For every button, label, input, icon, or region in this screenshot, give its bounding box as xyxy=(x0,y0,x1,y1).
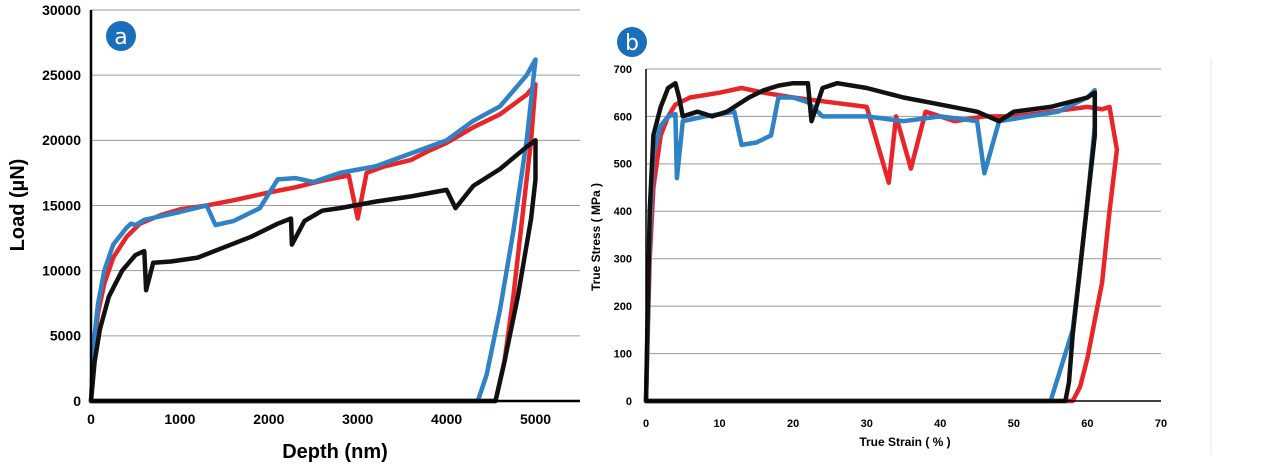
y-tick-label-b-1: 100 xyxy=(614,348,632,360)
y-tick-label-a-3: 15000 xyxy=(42,197,81,213)
x-tick-label-b-4: 40 xyxy=(934,418,946,430)
x-tick-label-a-0: 0 xyxy=(87,411,95,427)
x-tick-label-a-3: 3000 xyxy=(342,411,373,427)
x-tick-label-b-1: 10 xyxy=(713,418,725,430)
chart-panel-b: 0 100 200 300 400 500 600 700 0 10 20 30 40 50 60 70 Tr… xyxy=(589,27,1167,449)
series-group-a xyxy=(88,57,538,404)
y-axis-title-a: Load (µN) xyxy=(7,159,29,252)
y-tick-label-b-2: 200 xyxy=(614,301,632,313)
tick-labels-b: 0 100 200 300 400 500 600 700 0 10 20 30 40 50 60 70 xyxy=(614,64,1167,430)
series-group-b xyxy=(643,80,1120,404)
axes-b xyxy=(645,69,1161,402)
series-line-a-blue xyxy=(88,57,538,404)
chart-panel-a: 0 5000 10000 15000 20000 25000 30000 0 1000 2000 3… xyxy=(7,2,580,463)
grid-lines-a xyxy=(91,9,580,337)
x-tick-label-b-6: 60 xyxy=(1081,418,1093,430)
panel-badge-a-circle xyxy=(106,21,136,51)
series-line-a-black xyxy=(88,138,538,404)
panel-badge-b-circle xyxy=(617,27,647,57)
tick-labels-a: 0 5000 10000 15000 20000 25000 30000 0 1000 2000 3… xyxy=(42,2,551,427)
x-tick-label-a-4: 4000 xyxy=(431,411,462,427)
panel-badge-b-label: b xyxy=(625,31,639,56)
axes-a xyxy=(89,10,580,403)
x-tick-label-a-1: 1000 xyxy=(164,411,195,427)
x-tick-label-b-2: 20 xyxy=(787,418,799,430)
panel-badge-a-label: a xyxy=(114,25,127,50)
y-tick-label-a-4: 20000 xyxy=(42,132,81,148)
series-line-b-black xyxy=(643,80,1098,404)
y-tick-label-a-6: 30000 xyxy=(42,2,81,18)
panel-badge-b: b xyxy=(617,27,647,57)
x-tick-label-b-5: 50 xyxy=(1008,418,1020,430)
y-tick-label-b-6: 600 xyxy=(614,111,632,123)
x-tick-label-b-7: 70 xyxy=(1155,418,1167,430)
y-axis-title-b: True Stress ( MPa ) xyxy=(589,183,603,291)
y-tick-label-b-4: 400 xyxy=(614,206,632,218)
y-tick-label-a-2: 10000 xyxy=(42,263,81,279)
y-tick-label-a-0: 0 xyxy=(73,393,81,409)
y-tick-label-a-5: 25000 xyxy=(42,67,81,83)
y-tick-label-b-0: 0 xyxy=(626,396,632,408)
series-line-a-red xyxy=(88,82,538,404)
x-tick-label-a-5: 5000 xyxy=(520,411,551,427)
panel-badge-a: a xyxy=(106,21,136,51)
y-tick-label-b-3: 300 xyxy=(614,254,632,266)
x-tick-label-b-3: 30 xyxy=(861,418,873,430)
x-axis-title-b: True Strain ( % ) xyxy=(859,435,950,449)
x-tick-label-a-2: 2000 xyxy=(253,411,284,427)
x-axis-title-a: Depth (nm) xyxy=(282,441,388,463)
y-tick-label-b-5: 500 xyxy=(614,159,632,171)
series-line-b-blue xyxy=(643,88,1098,404)
y-tick-label-b-7: 700 xyxy=(614,64,632,76)
series-line-b-red xyxy=(643,85,1120,404)
y-tick-label-a-1: 5000 xyxy=(50,328,81,344)
x-tick-label-b-0: 0 xyxy=(643,418,649,430)
